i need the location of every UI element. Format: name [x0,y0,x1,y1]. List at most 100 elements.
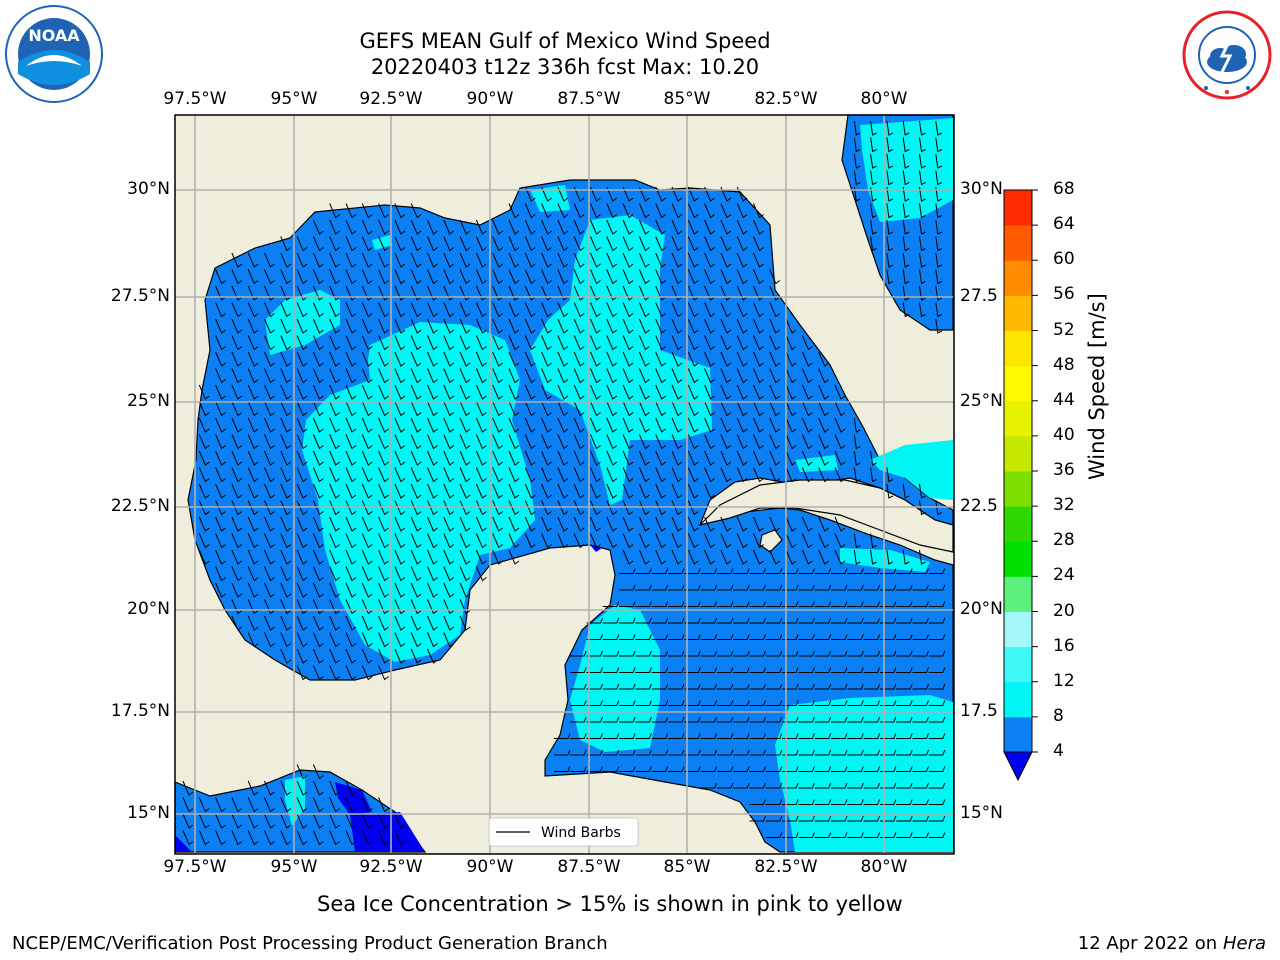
wind-barb [847,584,864,591]
wind-barb [231,351,243,367]
wind-barb [638,450,650,466]
wind-barb [863,584,881,591]
wind-barb [459,285,471,301]
wind-barb [329,615,340,631]
wind-barb [801,368,813,384]
wind-barb [394,467,406,483]
wind-barb [619,634,636,640]
wind-barb [361,648,373,664]
wind-barb [765,634,783,640]
lat-tick-left: 22.5°N [110,496,170,516]
wind-barb [586,700,603,706]
wind-barb [557,434,569,450]
wind-barb [570,733,587,739]
wind-barb [475,450,487,466]
wind-barb [912,716,929,723]
wind-barb [296,582,308,598]
wind-barb [606,467,618,483]
wind-barb [378,318,389,334]
wind-barb [394,632,406,648]
wind-barb [619,601,636,607]
wind-barb [753,335,764,351]
wind-barb [638,285,650,301]
lat-tick-left: 25°N [127,391,170,411]
wind-barb [508,269,520,285]
wind-barb [765,766,783,772]
wind-barb [619,568,636,574]
wind-barb [635,749,652,756]
wind-barb [753,351,764,367]
wind-barb [638,318,650,334]
wind-barb [935,170,943,186]
wind-barb [704,335,715,351]
wind-barb [361,434,373,450]
wind-barb [814,667,832,673]
wind-barb [687,516,699,532]
wind-barb [606,450,618,466]
wind-barb [798,601,815,607]
wind-barb [492,252,503,268]
wind-barb [570,650,587,657]
wind-barb [831,683,848,690]
wind-barb [687,368,699,384]
wind-barb [541,318,552,334]
wind-barb [902,302,910,318]
wind-barb [410,516,422,532]
wind-barb [264,417,275,433]
wind-barb [394,351,406,367]
wind-barb [361,450,373,466]
wind-barb [606,186,618,202]
lon-tick-top: 90°W [466,89,514,109]
wind-barb [329,252,340,268]
wind-barb [329,450,340,466]
wind-barb [606,516,618,532]
wind-barb [361,566,373,582]
wind-barb [459,599,471,615]
wind-barb [553,749,571,756]
wind-barb [769,335,781,351]
wind-barb [590,186,601,202]
wind-barb [651,700,669,706]
wind-barb [928,832,946,838]
wind-barb [853,467,861,483]
wind-barb [427,533,438,549]
wind-barb [443,302,455,318]
wind-barb [602,700,620,706]
wind-barb [410,533,422,549]
colorbar-block [1004,365,1032,402]
wind-barb [863,716,881,723]
wind-barb [733,733,750,739]
wind-barb [247,599,259,615]
lat-tick-left: 27.5°N [110,286,170,306]
footer-date: 12 Apr 2022 on Hera [1078,933,1266,954]
wind-barb [638,516,650,532]
wind-barb [606,384,618,400]
wind-barb [902,186,910,202]
wind-barb [296,401,308,417]
wind-barb [443,500,455,516]
wind-barb [863,832,881,838]
wind-barb [687,302,699,318]
wind-barb [671,533,683,549]
wind-barb [736,368,748,384]
wind-barb [928,749,946,756]
wind-barb [557,335,569,351]
wind-barb [619,733,636,739]
wind-barb [570,700,587,706]
wind-barb [215,813,226,829]
wind-barb [720,401,732,417]
wind-barb [671,285,683,301]
wind-barb [622,186,634,202]
wind-barb [361,318,373,334]
wind-barb [651,584,669,591]
wind-barb [524,384,536,400]
wind-barb [801,335,813,351]
wind-barb [638,269,650,285]
wind-barb [231,252,243,268]
wind-barb [231,615,243,631]
wind-barb [475,417,487,433]
wind-barb [394,813,406,829]
wind-barb [361,483,373,499]
wind-barb [896,832,913,838]
wind-barb [704,302,715,318]
